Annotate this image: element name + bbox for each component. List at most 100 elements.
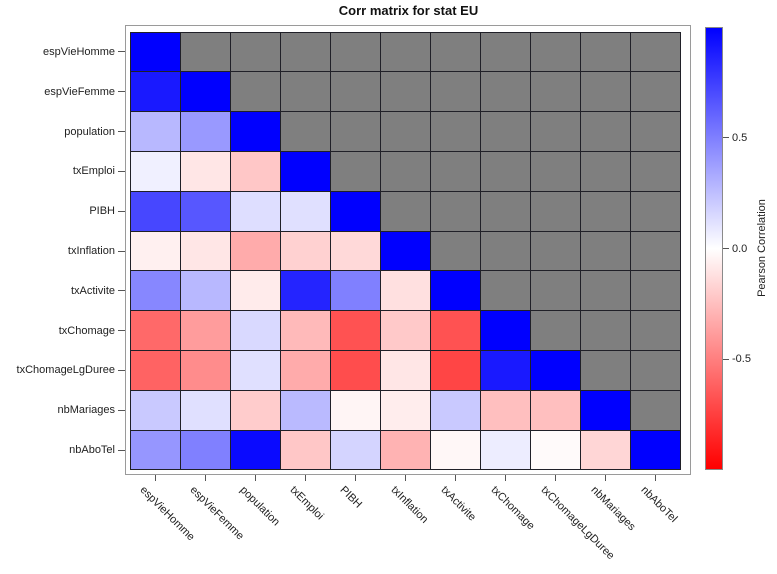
matrix-cell [530,150,582,192]
matrix-cell [329,350,381,391]
y-tick [118,369,125,371]
x-tick-label: population [237,484,283,529]
x-tick-label: PIBH [337,484,365,511]
matrix-cell [179,429,231,471]
matrix-cell [430,270,482,312]
matrix-cell [430,190,482,232]
matrix-cell [129,270,181,312]
matrix-cell [229,310,281,352]
matrix-cell [229,111,281,152]
y-tick-label: espVieHomme [43,45,115,58]
x-tick-label: nbMariages [588,484,638,534]
matrix-cell [530,71,582,113]
matrix-cell [379,150,432,192]
matrix-cell [279,270,331,312]
matrix-cell [480,389,532,431]
matrix-cell [229,429,281,471]
matrix-cell [530,310,582,352]
matrix-cell [179,310,231,352]
matrix-cell [580,31,632,73]
matrix-cell [179,389,231,431]
matrix-cell [580,111,632,152]
matrix-cell [580,310,632,352]
matrix-cell [179,150,231,192]
matrix-cell [530,190,582,232]
colorbar-tick-label: -0.5 [732,353,751,366]
matrix-cell [329,31,381,73]
matrix-cell [630,150,682,192]
matrix-cell [530,31,582,73]
matrix-cell [530,429,582,471]
matrix-cell [379,71,432,113]
matrix-cell [179,111,231,152]
y-tick [118,250,125,252]
matrix-cell [580,429,632,471]
matrix-cell [229,190,281,232]
matrix-cell [279,429,331,471]
matrix-cell [279,190,331,232]
matrix-cell [129,31,181,73]
matrix-cell [630,350,682,391]
matrix-cell [530,230,582,272]
matrix-cell [329,150,381,192]
matrix-cell [630,310,682,352]
x-tick [555,475,557,481]
matrix-cell [329,71,381,113]
matrix-cell [580,389,632,431]
matrix-cell [279,230,331,272]
matrix-cell [480,310,532,352]
matrix-cell [630,389,682,431]
colorbar-gradient [705,27,723,470]
matrix-cell [379,350,432,391]
matrix-cell [379,389,432,431]
matrix-cell [379,270,432,312]
matrix-cell [279,71,331,113]
matrix-cell [329,190,381,232]
matrix-cell [129,150,181,192]
matrix-cell [129,429,181,471]
matrix-cell [129,310,181,352]
matrix-cell [630,71,682,113]
matrix-cell [430,31,482,73]
matrix-cell [530,270,582,312]
matrix-cell [179,190,231,232]
matrix-cell [279,310,331,352]
matrix-cell [530,389,582,431]
heatmap-cells [129,31,682,471]
matrix-cell [630,230,682,272]
y-tick-label: nbAboTel [69,444,115,457]
x-tick-label: nbAboTel [638,484,680,525]
y-tick [118,290,125,292]
matrix-cell [279,150,331,192]
matrix-cell [430,71,482,113]
matrix-cell [430,350,482,391]
matrix-cell [329,230,381,272]
matrix-cell [630,190,682,232]
y-tick [118,131,125,133]
matrix-cell [480,230,532,272]
matrix-cell [630,429,682,471]
matrix-cell [179,230,231,272]
x-tick [304,475,306,481]
chart-title: Corr matrix for stat EU [338,3,479,18]
matrix-cell [179,350,231,391]
matrix-cell [580,230,632,272]
x-tick-label: txChomage [488,484,537,533]
matrix-cell [229,71,281,113]
y-tick [118,409,125,411]
matrix-cell [430,389,482,431]
x-tick-label: txInflation [388,484,430,526]
matrix-cell [379,429,432,471]
matrix-cell [430,310,482,352]
matrix-cell [580,270,632,312]
matrix-cell [129,389,181,431]
y-tick-label: txChomage [58,324,115,337]
y-tick [118,91,125,93]
y-tick-label: txEmploi [72,165,115,178]
matrix-cell [279,350,331,391]
y-tick-label: txActivite [70,284,115,297]
x-tick [405,475,406,481]
matrix-cell [279,31,331,73]
matrix-cell [329,429,381,471]
x-tick-label: txActivite [438,484,478,524]
